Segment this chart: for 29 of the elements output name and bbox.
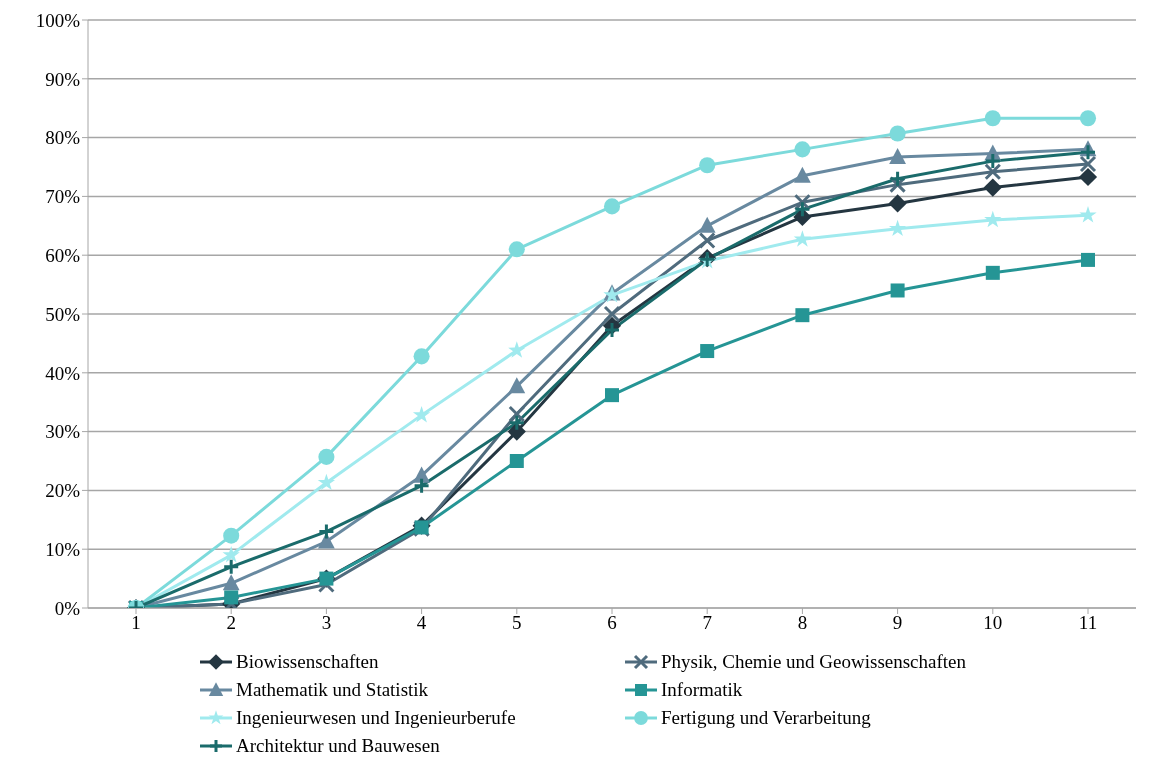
x-tick-label: 3 <box>321 612 332 634</box>
legend-label: Architektur und Bauwesen <box>236 735 440 757</box>
legend-label: Biowissenschaften <box>236 651 379 673</box>
legend-label: Ingenieurwesen und Ingenieurberufe <box>236 707 516 729</box>
y-tick-label: 10% <box>45 538 81 560</box>
x-tick-label: 11 <box>1078 612 1098 634</box>
y-tick-label: 0% <box>54 597 81 619</box>
x-tick-label: 10 <box>983 612 1003 634</box>
x-tick-label: 2 <box>226 612 236 634</box>
legend-label: Mathematik und Statistik <box>236 679 429 701</box>
x-tick-label: 1 <box>131 612 141 634</box>
y-tick-label: 60% <box>45 244 81 266</box>
y-tick-label: 70% <box>45 186 81 208</box>
x-tick-label: 6 <box>607 612 617 634</box>
y-tick-label: 30% <box>45 421 81 443</box>
x-tick-label: 9 <box>892 612 903 634</box>
x-tick-label: 8 <box>797 612 808 634</box>
x-tick-label: 4 <box>416 612 427 634</box>
legend-label: Informatik <box>661 679 743 701</box>
legend-label: Physik, Chemie und Geowissenschaften <box>661 651 967 673</box>
legend-label: Fertigung und Verarbeitung <box>661 707 871 729</box>
y-tick-label: 90% <box>45 68 81 90</box>
x-tick-label: 7 <box>702 612 712 634</box>
y-tick-label: 20% <box>45 480 81 502</box>
y-tick-label: 80% <box>45 127 81 149</box>
y-tick-label: 50% <box>45 303 81 325</box>
x-tick-label: 5 <box>512 612 522 634</box>
y-tick-label: 100% <box>35 9 81 31</box>
y-tick-label: 40% <box>45 362 81 384</box>
